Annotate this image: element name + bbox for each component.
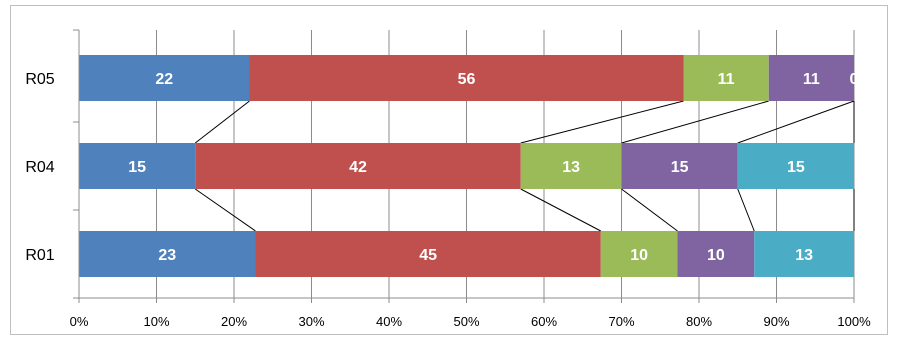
data-label: 11	[718, 71, 735, 88]
bar-segment	[79, 231, 256, 277]
x-tick-label: 30%	[298, 314, 324, 329]
x-tick-label: 10%	[143, 314, 169, 329]
x-tick-label: 40%	[376, 314, 402, 329]
x-tick-label: 100%	[837, 314, 871, 329]
data-label: 42	[349, 159, 367, 176]
x-tick-label: 60%	[531, 314, 557, 329]
data-label: 11	[803, 71, 820, 88]
bar-segment	[621, 143, 738, 189]
x-tick-label: 0%	[70, 314, 89, 329]
plot-edge-mask	[855, 30, 875, 298]
series-connector-line	[737, 188, 755, 232]
bar-segment	[737, 143, 854, 189]
bar-segment	[255, 231, 601, 277]
series-connector-line	[194, 100, 250, 144]
bar-segment	[79, 55, 250, 101]
data-label: 15	[128, 159, 146, 176]
bar-segment	[677, 231, 755, 277]
x-tick-label: 20%	[221, 314, 247, 329]
series-connector-line	[520, 100, 684, 144]
data-label: 15	[787, 159, 805, 176]
data-label: 13	[795, 247, 813, 264]
data-label: 22	[155, 71, 173, 88]
x-tick-label: 50%	[453, 314, 479, 329]
data-label: 15	[671, 159, 689, 176]
category-label: R04	[25, 159, 54, 176]
x-tick-label: 80%	[686, 314, 712, 329]
bar-segment	[683, 55, 769, 101]
x-tick-label: 90%	[763, 314, 789, 329]
category-label: R01	[25, 247, 54, 264]
data-label: 10	[630, 247, 648, 264]
x-tick-label: 70%	[608, 314, 634, 329]
bar-segment	[600, 231, 678, 277]
category-label: R05	[25, 71, 54, 88]
bar-segment	[520, 143, 622, 189]
series-connector-line	[621, 100, 769, 144]
series-connector-line	[194, 188, 256, 232]
bar-segment	[754, 231, 854, 277]
bar-segment	[768, 55, 854, 101]
bar-segment	[249, 55, 684, 101]
bar-segment	[79, 143, 196, 189]
bar-segment	[195, 143, 521, 189]
data-label: 10	[707, 247, 725, 264]
data-label: 45	[419, 247, 437, 264]
series-connector-line	[621, 188, 678, 232]
series-connector-line	[737, 100, 855, 144]
data-label: 23	[158, 247, 176, 264]
series-connector-line	[520, 188, 602, 232]
data-label: 13	[562, 159, 580, 176]
data-label: 56	[458, 71, 476, 88]
data-label: 0	[850, 71, 859, 88]
